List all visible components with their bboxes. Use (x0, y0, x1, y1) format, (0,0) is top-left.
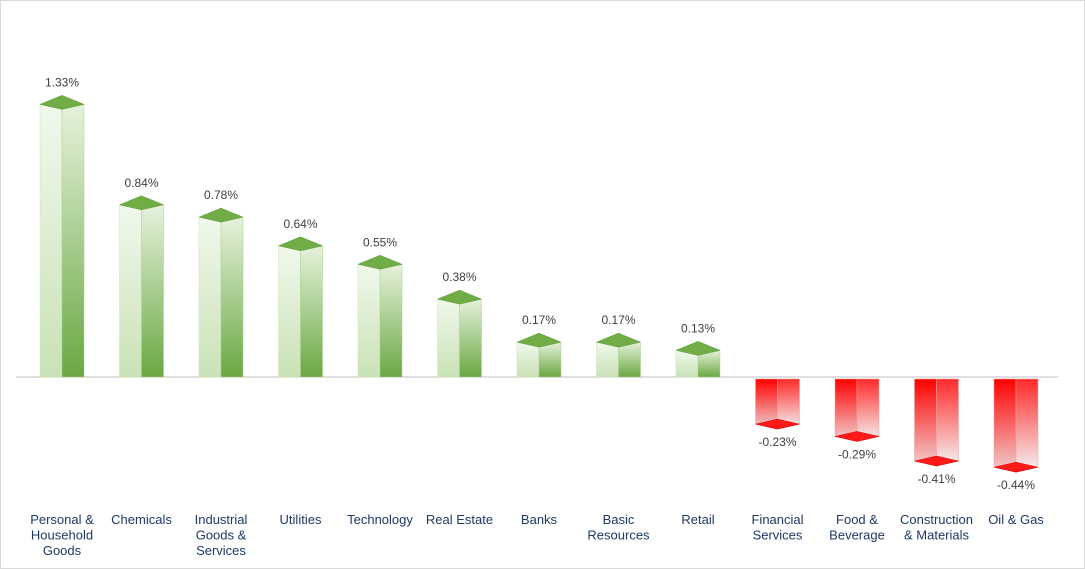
category-label-retail: Retail (681, 512, 714, 527)
bar-face-left (39, 104, 63, 378)
bar-top (436, 289, 483, 305)
category-label-chemicals: Chemicals (111, 512, 172, 527)
bar-face-left (119, 204, 142, 378)
bar-face-left (278, 245, 301, 378)
data-label: 0.38% (442, 270, 476, 284)
bar-face-left (198, 216, 222, 378)
bar-face-right (61, 104, 85, 378)
bar-face-left (596, 341, 619, 378)
data-label: -0.29% (838, 447, 876, 461)
data-label: 0.78% (204, 188, 238, 202)
bar-face-right (379, 263, 403, 378)
category-label-basic-resources: Basic Resources (587, 512, 650, 543)
data-label: 0.13% (681, 321, 715, 335)
bar-personal-household-goods (39, 95, 85, 378)
bar-chemicals (118, 195, 165, 378)
bar-top (198, 207, 244, 223)
data-label: 0.64% (283, 217, 317, 231)
bar-face-left (437, 298, 460, 378)
bar-face-left (993, 378, 1017, 473)
bar-construction-materials (914, 378, 959, 467)
bar-face-right (300, 245, 323, 378)
data-label: 0.17% (522, 313, 556, 327)
category-label-personal-household-goods: Personal & Household Goods (30, 512, 94, 558)
bar-face-right (1015, 378, 1039, 473)
data-label: 0.84% (124, 176, 158, 190)
bar-top (595, 332, 642, 348)
category-label-financial-services: Financial Services (751, 512, 803, 543)
bar-top (118, 195, 165, 211)
category-label-technology: Technology (347, 512, 413, 527)
bar-basic-resources (595, 332, 642, 378)
category-label-real-estate: Real Estate (426, 512, 493, 527)
bar-face-right (618, 341, 641, 378)
bar-oil-gas (993, 378, 1039, 473)
bar-face-right (936, 378, 959, 467)
category-label-industrial-goods-services: Industrial Goods & Services (195, 512, 248, 558)
bar-face-right (538, 341, 562, 378)
bar-bottom (755, 418, 800, 430)
bar-top (516, 332, 562, 348)
bar-bottom (834, 431, 880, 442)
bar-top (39, 95, 85, 110)
bar-top (277, 236, 324, 252)
category-label-food-beverage: Food & Beverage (829, 512, 885, 543)
bar-food-beverage (834, 378, 880, 442)
bar-industrial-goods-services (198, 207, 244, 378)
data-label: -0.41% (917, 472, 955, 486)
bar-top (357, 254, 403, 270)
category-label-utilities: Utilities (280, 512, 322, 527)
data-label: -0.44% (997, 478, 1035, 492)
data-label: 1.33% (45, 75, 79, 89)
data-label: 0.17% (601, 313, 635, 327)
bar-face-right (220, 216, 244, 378)
bar-technology (357, 254, 403, 378)
bar-bottom (993, 461, 1039, 473)
bar-face-left (357, 263, 381, 378)
bar-retail (675, 341, 721, 378)
bar-top (675, 341, 721, 356)
bar-face-left (516, 341, 540, 378)
bar-utilities (277, 236, 324, 378)
bar-face-right (459, 298, 482, 378)
bar-face-right (141, 204, 164, 378)
category-label-banks: Banks (521, 512, 558, 527)
bar-real-estate (436, 289, 483, 378)
category-label-oil-gas: Oil & Gas (988, 512, 1044, 527)
data-label: -0.23% (758, 435, 796, 449)
bar-banks (516, 332, 562, 378)
data-label: 0.55% (363, 235, 397, 249)
bar-face-left (914, 378, 937, 467)
bar-bottom (914, 455, 959, 467)
category-label-construction-materials: Construction & Materials (900, 512, 973, 543)
bar-financial-services (755, 378, 800, 430)
